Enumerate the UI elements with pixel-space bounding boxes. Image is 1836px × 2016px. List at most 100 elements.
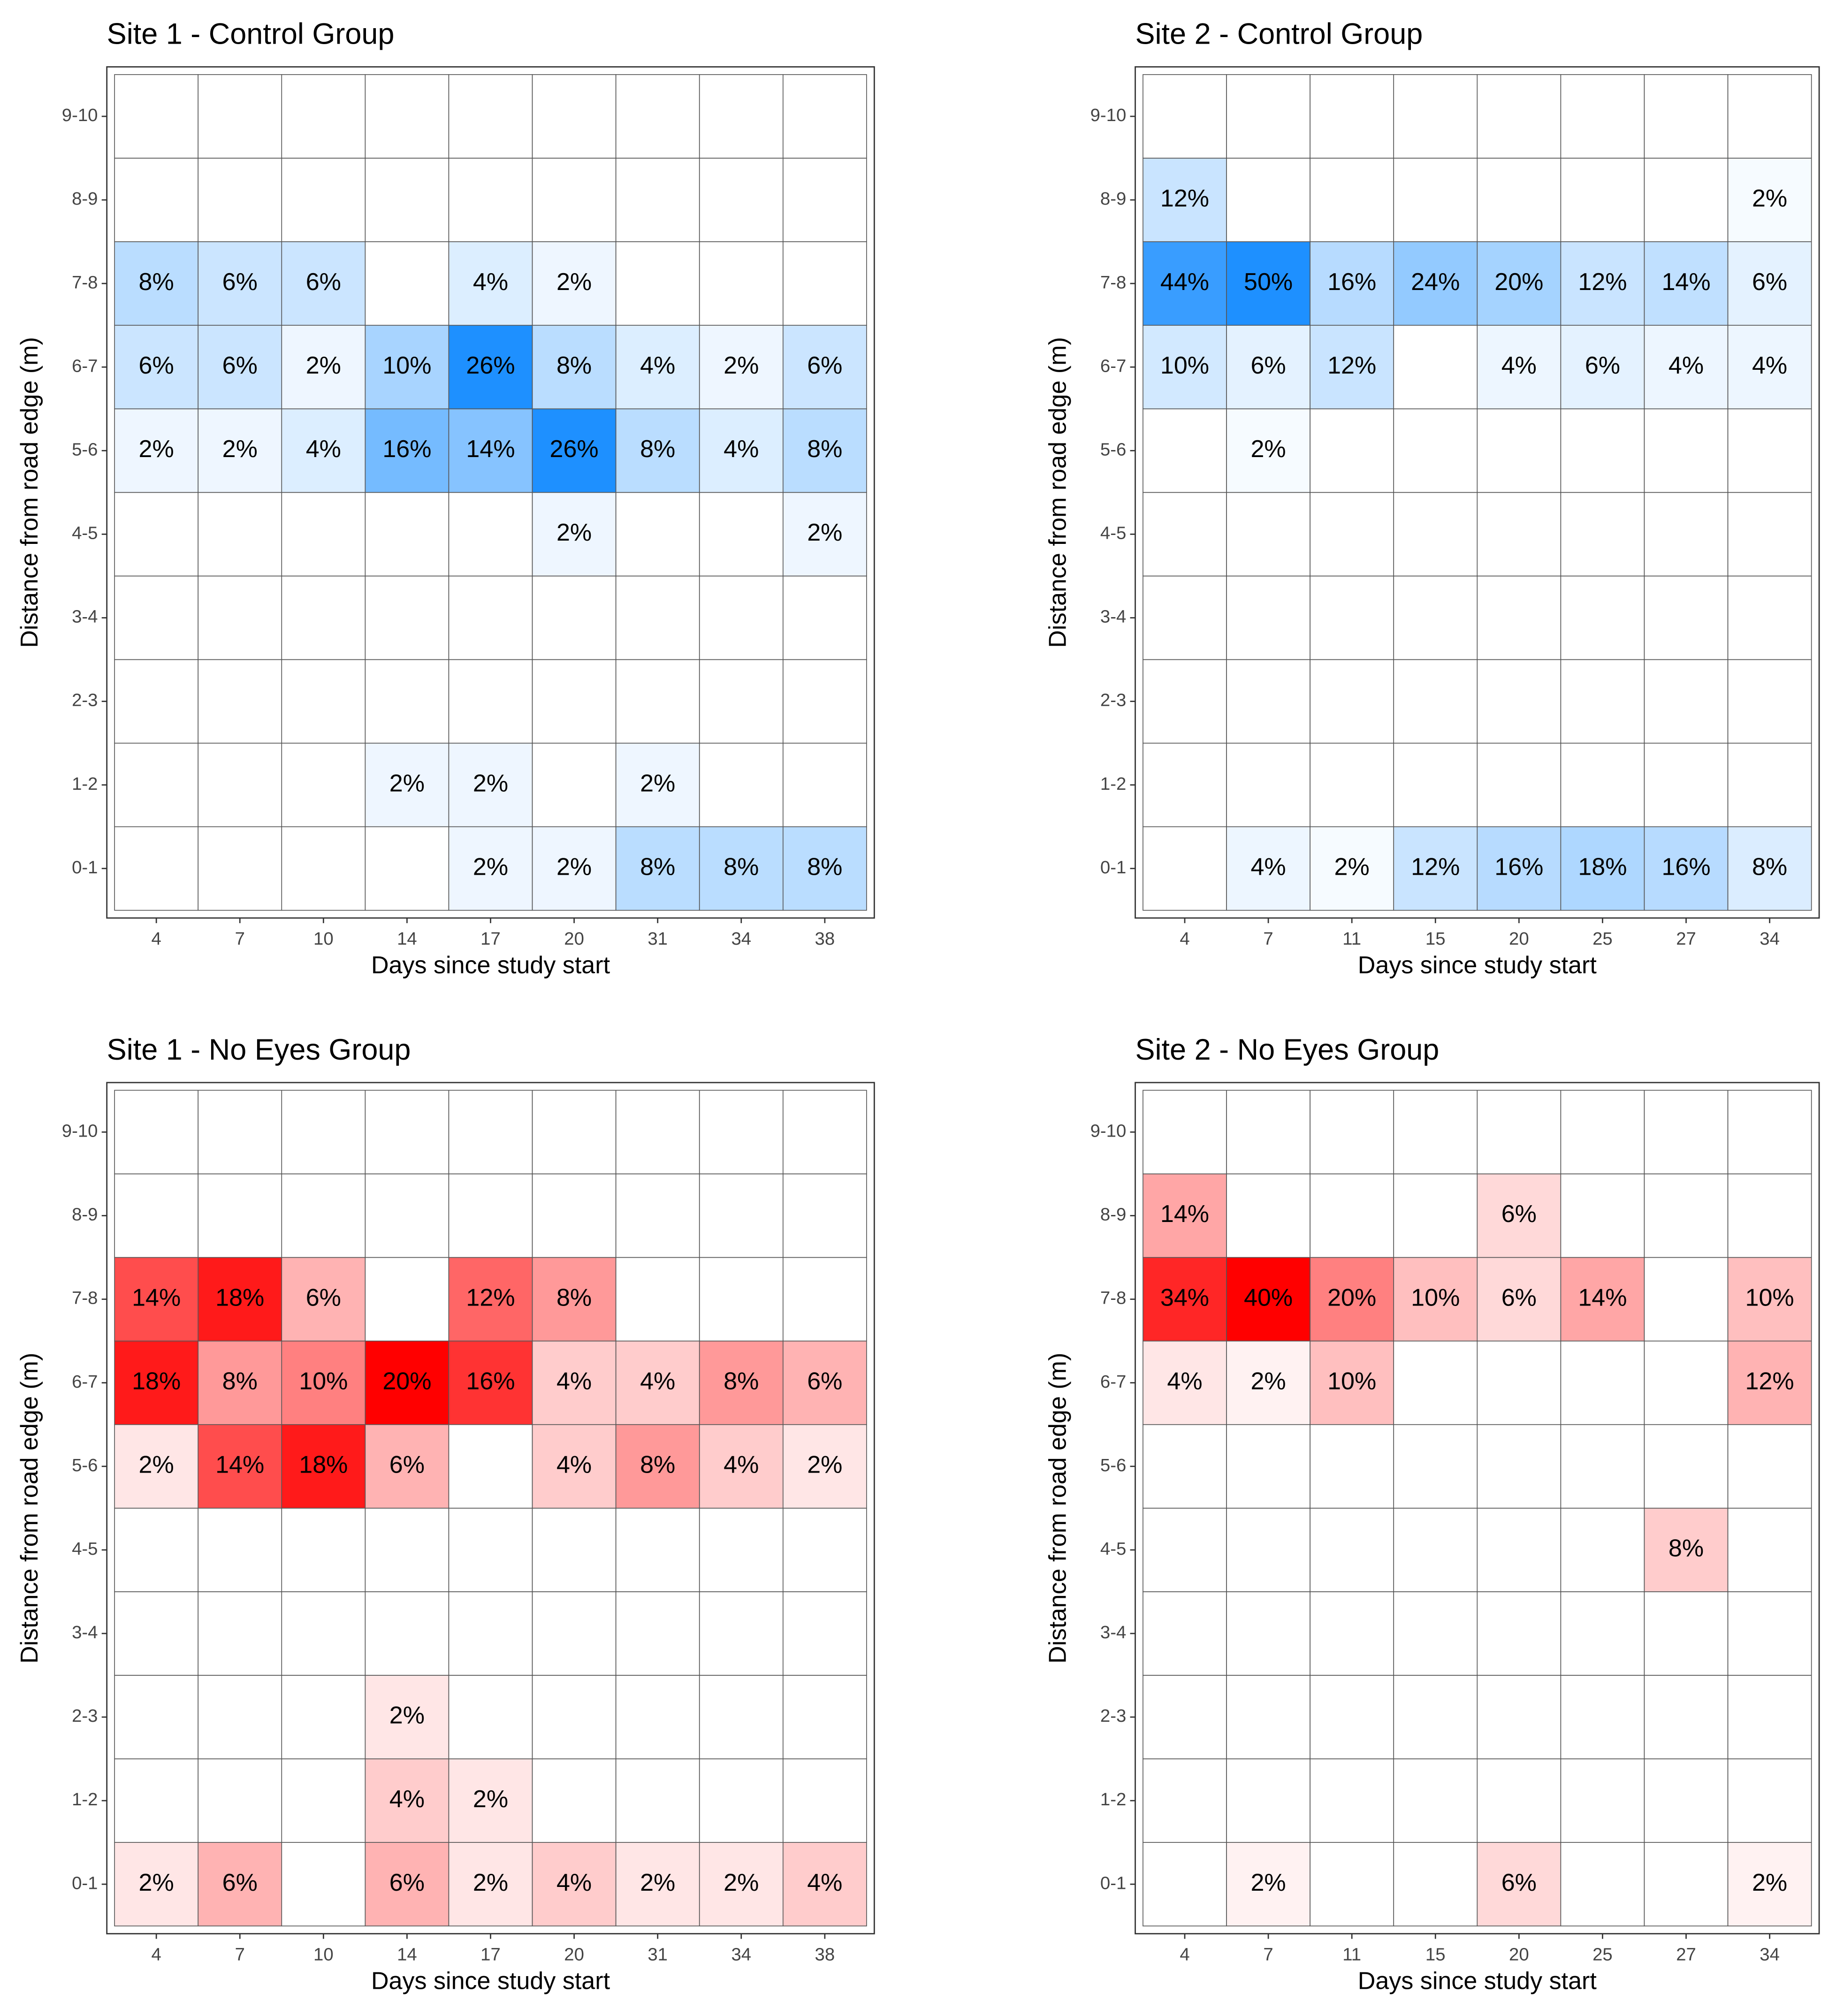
empty-cell	[448, 659, 533, 744]
empty-cell	[1644, 158, 1729, 242]
empty-cell	[1226, 1758, 1310, 1843]
y-axis-label: Distance from road edge (m)	[1044, 1353, 1072, 1664]
empty-cell	[198, 492, 282, 577]
panel: Site 1 - Control Group 2% 2% 8% 8% 8% 0-1 2% 2% 2…	[16, 17, 875, 979]
empty-cell	[699, 1090, 784, 1175]
empty-cell	[699, 158, 784, 242]
cell-label: 16%	[466, 1367, 515, 1395]
heat-cell	[782, 492, 867, 577]
heat-cell	[1226, 241, 1310, 326]
y-tick-label: 4-5	[1100, 1539, 1126, 1559]
empty-cell	[281, 492, 366, 577]
heat-cell	[1727, 241, 1812, 326]
empty-cell	[1143, 1507, 1227, 1592]
heat-cell	[1477, 1257, 1562, 1342]
x-axis-label: Days since study start	[371, 1968, 610, 1995]
empty-cell	[1310, 575, 1394, 660]
empty-cell	[699, 74, 784, 159]
y-tick-label: 7-8	[72, 272, 98, 292]
heat-cell	[281, 408, 366, 493]
y-tick-label: 7-8	[1100, 272, 1126, 292]
cell-label: 8%	[139, 268, 174, 296]
x-tick-label: 34	[1760, 1944, 1780, 1964]
cell-label: 6%	[222, 352, 258, 379]
cell-label: 16%	[1494, 853, 1543, 880]
x-tick-label: 10	[313, 1944, 334, 1964]
empty-cell	[1310, 492, 1394, 577]
heat-cell	[699, 1340, 784, 1425]
x-tick-label: 38	[815, 929, 835, 949]
cell-label: 2%	[389, 770, 425, 797]
heat-cell	[1477, 241, 1562, 326]
x-tick-label: 20	[564, 1944, 584, 1964]
cell-label: 16%	[382, 435, 431, 463]
empty-cell	[1477, 158, 1562, 242]
x-tick-label: 14	[397, 929, 417, 949]
empty-cell	[1644, 1675, 1729, 1759]
empty-cell	[532, 1675, 617, 1759]
empty-cell	[1393, 74, 1478, 159]
y-tick-label: 5-6	[1100, 439, 1126, 459]
cell-label: 18%	[132, 1367, 181, 1395]
empty-cell	[1644, 1842, 1729, 1927]
empty-cell	[365, 492, 449, 577]
heat-cell	[281, 325, 366, 410]
cell-label: 40%	[1244, 1284, 1293, 1311]
x-tick-label: 10	[313, 929, 334, 949]
empty-cell	[1727, 492, 1812, 577]
x-tick-label: 4	[152, 1944, 161, 1964]
cell-label: 2%	[1752, 185, 1787, 212]
empty-cell	[281, 1758, 366, 1843]
empty-cell	[1393, 158, 1478, 242]
empty-cell	[198, 1173, 282, 1258]
empty-cell	[1393, 408, 1478, 493]
empty-cell	[615, 575, 700, 660]
heat-cell	[1143, 1340, 1227, 1425]
empty-cell	[1644, 492, 1729, 577]
cell-label: 2%	[306, 352, 341, 379]
empty-cell	[114, 492, 199, 577]
cell-label: 2%	[473, 1869, 508, 1896]
cell-label: 10%	[299, 1367, 348, 1395]
heat-cell	[1226, 325, 1310, 410]
cell-label: 26%	[466, 352, 515, 379]
empty-cell	[1727, 408, 1812, 493]
y-tick-label: 5-6	[1100, 1455, 1126, 1475]
empty-cell	[1477, 1675, 1562, 1759]
cell-label: 2%	[1250, 1367, 1286, 1395]
cell-label: 6%	[306, 268, 341, 296]
cell-label: 2%	[389, 1702, 425, 1729]
empty-cell	[448, 492, 533, 577]
empty-cell	[365, 1257, 449, 1342]
heat-cell	[1644, 1507, 1729, 1592]
cell-label: 18%	[299, 1451, 348, 1478]
y-tick-label: 3-4	[1100, 1622, 1126, 1642]
empty-cell	[1644, 742, 1729, 827]
empty-cell	[1560, 659, 1645, 744]
panel: Site 2 - No Eyes Group 2% 6% 2% 0-1 1-2 2-3 3-4…	[1044, 1033, 1820, 1995]
cell-label: 6%	[1250, 352, 1286, 379]
empty-cell	[1226, 1591, 1310, 1676]
empty-cell	[782, 1591, 867, 1676]
x-tick-label: 11	[1342, 1944, 1361, 1964]
empty-cell	[198, 659, 282, 744]
empty-cell	[198, 742, 282, 827]
y-tick-label: 2-3	[72, 1706, 98, 1726]
cell-label: 12%	[1160, 185, 1209, 212]
empty-cell	[615, 1173, 700, 1258]
heat-cell	[198, 1340, 282, 1425]
y-tick-label: 2-3	[1100, 690, 1126, 710]
cell-label: 8%	[640, 853, 675, 880]
panel: Site 1 - No Eyes Group 2% 6% 6% 2% 4% 2% 2% 4% 0-…	[16, 1033, 875, 1995]
cell-label: 2%	[1250, 435, 1286, 463]
empty-cell	[1560, 1758, 1645, 1843]
y-tick-label: 0-1	[1100, 857, 1126, 878]
panel-title: Site 2 - Control Group	[1135, 17, 1423, 50]
empty-cell	[1477, 1591, 1562, 1676]
empty-cell	[114, 158, 199, 242]
cell-label: 2%	[1250, 1869, 1286, 1896]
cell-label: 4%	[556, 1869, 592, 1896]
empty-cell	[281, 826, 366, 911]
heat-cell	[1393, 1257, 1478, 1342]
